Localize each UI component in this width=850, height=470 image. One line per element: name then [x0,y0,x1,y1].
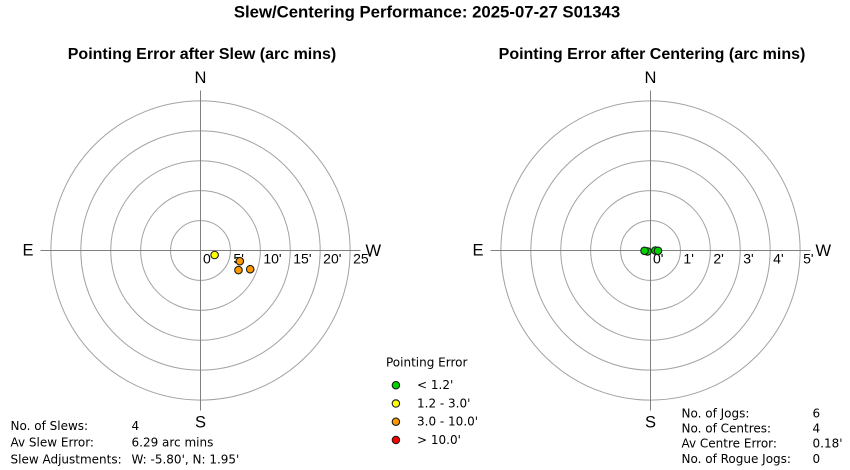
compass-label-west: W [366,242,382,260]
compass-label-west: W [816,242,832,260]
plot-after-centering: Pointing Error after Centering (arc mins… [472,46,831,432]
compass-label-east: E [472,242,483,260]
stat-label-no-of-slews: No. of Slews: [11,419,89,433]
pointing-error-dot-orange [235,256,245,266]
stat-label-av-slew-error: Av Slew Error: [11,436,94,450]
stat-value-no-of-jogs: 6 [813,406,821,420]
legend: Pointing Error < 1.2' 1.2 - 3.0' 3.0 - 1… [386,356,478,447]
compass-label-east: E [22,242,33,260]
radial-tick-label: 5' [803,251,813,267]
stat-value-no-of-centres: 4 [813,422,821,436]
legend-dot-red [391,435,401,445]
stats-centering: No. of Jogs: 6 No. of Centres: 4 Av Cent… [682,406,843,466]
radial-tick-label: 15' [293,251,311,267]
plot-subtitle: Pointing Error after Centering (arc mins… [499,46,806,63]
legend-dot-green [391,380,401,390]
legend-label-red: > 10.0' [417,433,461,447]
stats-slew: No. of Slews: 4 Av Slew Error: 6.29 arc … [11,419,240,466]
stat-value-slew-adjustments: W: -5.80', N: 1.95' [132,452,240,466]
plot-after-slew: Pointing Error after Slew (arc mins)0'5'… [22,46,381,432]
radial-tick-label: 20' [323,251,341,267]
stat-label-no-of-rogue-jogs: No. of Rogue Jogs: [682,452,791,466]
stat-label-av-centre-error: Av Centre Error: [682,437,777,451]
pointing-error-dot-yellow [210,250,219,260]
radial-tick-label: 0' [203,251,213,267]
compass-label-south: S [645,414,656,432]
radial-tick-label: 3' [743,251,753,267]
pointing-error-dot-orange [245,264,255,274]
radial-tick-label: 2' [713,251,723,267]
stat-value-no-of-slews: 4 [132,419,140,433]
legend-label-orange: 3.0 - 10.0' [417,415,478,429]
stat-label-no-of-centres: No. of Centres: [682,422,772,436]
radial-tick-label: 4' [773,251,783,267]
plot-subtitle: Pointing Error after Slew (arc mins) [68,46,337,63]
legend-title: Pointing Error [386,356,467,370]
stat-value-av-centre-error: 0.18' [813,437,843,451]
legend-dot-yellow [391,399,401,408]
pointing-error-dot-green [653,246,663,256]
chart-title: Slew/Centering Performance: 2025-07-27 S… [234,3,620,22]
legend-dot-orange [391,417,401,426]
compass-label-north: N [195,69,207,87]
stat-label-no-of-jogs: No. of Jogs: [682,406,750,420]
radial-tick-label: 1' [683,251,693,267]
radial-tick-label: 10' [263,251,281,267]
pointing-error-dot-orange [234,265,243,275]
legend-label-yellow: 1.2 - 3.0' [417,396,470,410]
radial-tick-label: 25' [353,251,371,267]
stat-value-no-of-rogue-jogs: 0 [813,452,821,466]
compass-label-south: S [195,414,206,432]
stat-label-slew-adjustments: Slew Adjustments: [11,452,122,466]
radial-tick-label: 0' [653,251,663,267]
legend-label-green: < 1.2' [417,378,453,392]
pointing-error-dot-green [640,246,649,256]
stat-value-av-slew-error: 6.29 arc mins [132,436,214,450]
compass-label-north: N [645,69,657,87]
